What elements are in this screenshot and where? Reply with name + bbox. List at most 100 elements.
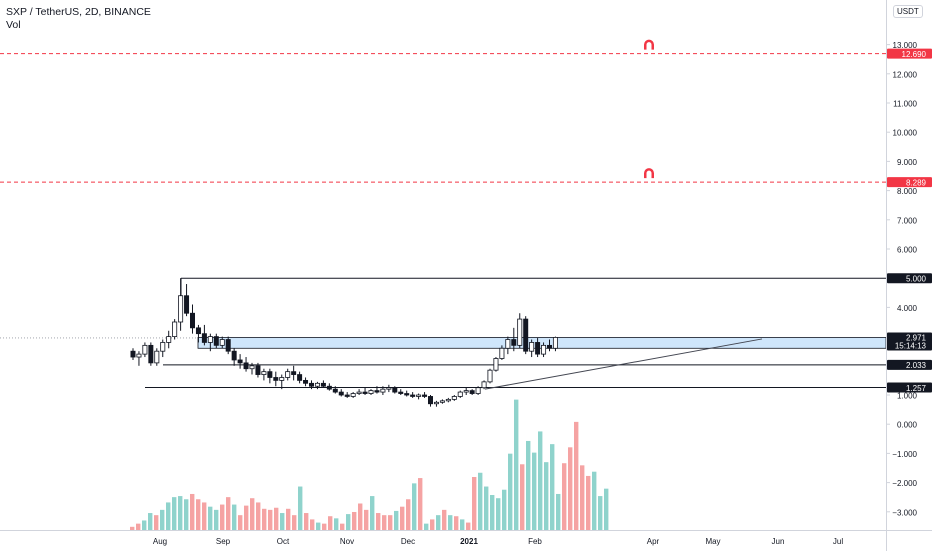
candle-body — [433, 401, 439, 405]
candle — [410, 392, 416, 398]
volume-bar — [346, 514, 351, 530]
alert-magnet-icon — [644, 39, 654, 50]
candle — [285, 368, 291, 381]
volume-bar — [364, 509, 369, 530]
volume-bar — [316, 522, 321, 530]
volume-bar — [244, 505, 249, 530]
candle — [219, 336, 225, 349]
candle-body — [291, 371, 297, 375]
time-axis[interactable] — [0, 530, 886, 551]
candle — [392, 386, 398, 394]
volume-indicator-label[interactable]: Vol — [6, 19, 21, 31]
volume-bar — [352, 511, 357, 530]
candle-body — [404, 393, 410, 396]
candle — [427, 395, 433, 407]
candle — [356, 389, 362, 395]
candle — [160, 339, 166, 358]
candle-body — [207, 336, 213, 343]
volume-bar — [436, 515, 441, 530]
alert-magnet-icon — [644, 168, 654, 179]
volume-bar — [442, 509, 447, 530]
volume-bar — [304, 513, 309, 530]
candle-body — [172, 321, 178, 338]
volume-bar — [298, 486, 303, 530]
candle — [195, 324, 201, 343]
candle — [463, 387, 469, 395]
candle-body — [130, 350, 136, 358]
price-scale[interactable] — [886, 0, 932, 530]
currency-label[interactable]: USDT — [893, 5, 923, 18]
volume-bar — [310, 519, 315, 530]
candle — [541, 342, 547, 358]
candle-body — [350, 393, 356, 397]
candle — [362, 387, 368, 395]
candle — [297, 371, 303, 384]
candle-body — [410, 394, 416, 397]
volume-bar — [538, 431, 543, 530]
candle-body — [463, 390, 469, 393]
volume-bar — [400, 506, 405, 530]
candle — [344, 392, 350, 398]
candle-body — [285, 371, 291, 378]
candle-body — [481, 381, 487, 389]
candle — [368, 389, 374, 395]
candle-body — [189, 312, 195, 329]
candle — [445, 397, 451, 403]
volume-bar — [184, 499, 189, 530]
candle-body — [493, 358, 499, 371]
volume-bar — [562, 463, 567, 530]
candle — [213, 333, 219, 349]
volume-bar — [484, 486, 489, 530]
candle — [523, 316, 529, 355]
candle-body — [243, 362, 249, 370]
candle-body — [392, 387, 398, 393]
candle-body — [344, 394, 350, 397]
volume-bar — [268, 509, 273, 530]
candle-body — [255, 365, 261, 375]
candle — [422, 392, 428, 398]
candle-body — [326, 385, 332, 390]
candle — [130, 348, 136, 360]
candle — [207, 333, 213, 352]
candle-body — [166, 336, 172, 343]
candle-body — [416, 394, 422, 397]
candle-body — [213, 336, 219, 346]
candle — [380, 386, 386, 395]
candle-body — [511, 339, 517, 346]
volume-bar — [190, 493, 195, 530]
scale-corner — [886, 530, 932, 551]
candle-body — [529, 342, 535, 352]
volume-bar — [208, 506, 213, 530]
volume-bar — [550, 444, 555, 530]
candle — [451, 395, 457, 401]
volume-bar — [256, 502, 261, 530]
candle — [517, 313, 523, 349]
volume-bar — [424, 523, 429, 530]
candle-body — [475, 387, 481, 394]
candle-body — [362, 391, 368, 394]
candle-body — [356, 391, 362, 394]
volume-bar — [154, 515, 159, 530]
candle-body — [219, 339, 225, 346]
volume-bar — [448, 515, 453, 530]
volume-bar — [520, 464, 525, 530]
volume-bar — [280, 513, 285, 530]
candle-body — [314, 382, 320, 387]
symbol-title[interactable]: SXP / TetherUS, 2D, BINANCE — [6, 6, 151, 18]
candle — [338, 389, 344, 397]
magnet-shape — [644, 168, 654, 179]
candle — [225, 336, 231, 355]
candle-body — [517, 318, 523, 346]
volume-bar — [172, 497, 177, 530]
volume-bar — [214, 509, 219, 530]
candle — [148, 342, 154, 366]
volume-bar — [370, 496, 375, 530]
candle — [374, 386, 380, 394]
candle-body — [499, 347, 505, 359]
volume-bar — [376, 513, 381, 530]
volume-bar — [466, 522, 471, 530]
chart-legend[interactable]: SXP / TetherUS, 2D, BINANCE Vol — [6, 6, 151, 32]
candle-body — [445, 398, 451, 402]
alerts-layer — [0, 39, 886, 183]
